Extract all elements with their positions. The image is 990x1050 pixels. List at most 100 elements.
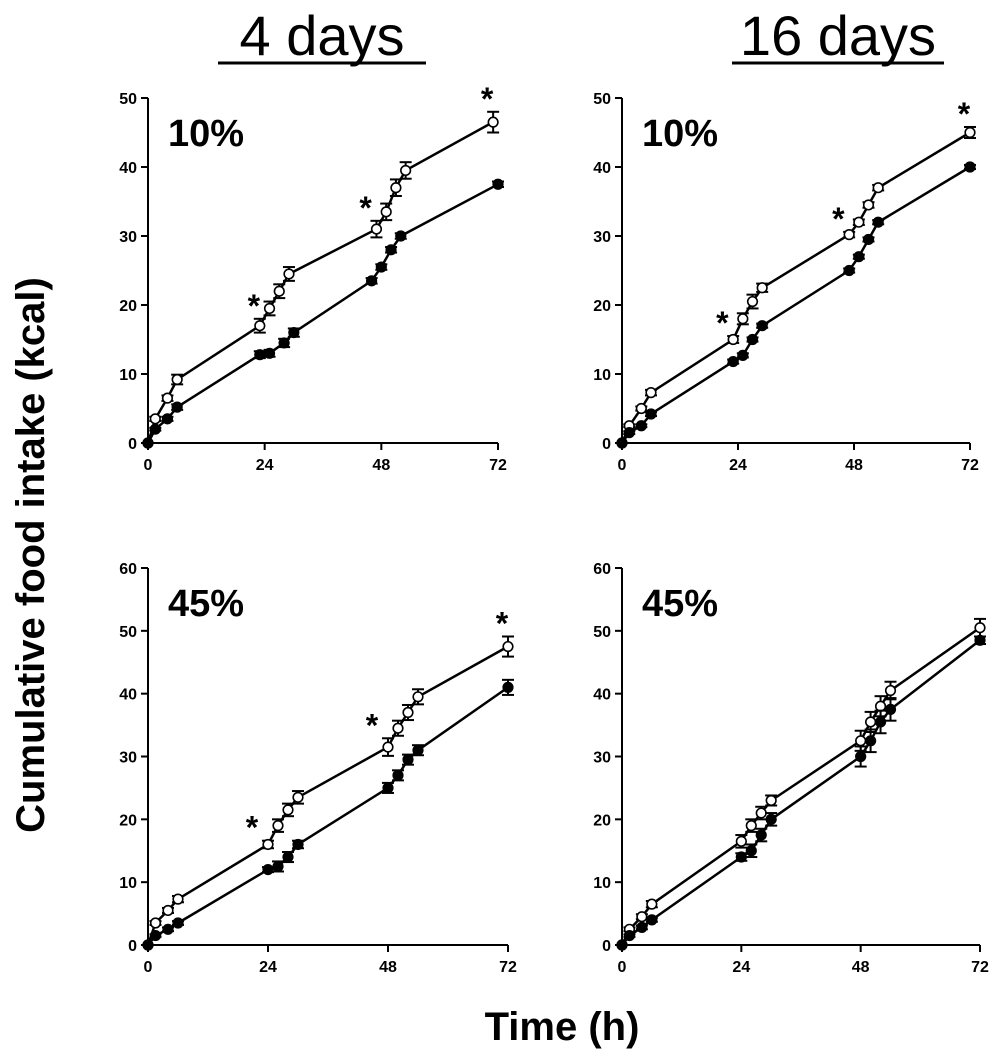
- data-point-open: [756, 282, 768, 294]
- data-point-open: [402, 706, 414, 719]
- panel-label: 10%: [168, 113, 244, 155]
- y-tick-label: 10: [119, 875, 137, 892]
- series-line-open: [620, 626, 981, 946]
- data-point-filled: [623, 427, 635, 439]
- data-point-filled: [492, 178, 504, 190]
- x-tick-label: 24: [729, 457, 747, 474]
- data-point-filled: [635, 420, 647, 432]
- y-tick-label: 40: [119, 687, 137, 704]
- data-point-filled: [884, 703, 897, 715]
- data-point-filled: [765, 813, 777, 825]
- y-tick-label: 0: [602, 938, 611, 955]
- data-point-filled: [645, 408, 657, 420]
- x-tick-label: 24: [256, 457, 274, 474]
- data-point-open: [865, 716, 877, 728]
- series-line-filled: [147, 686, 509, 946]
- x-tick-label: 0: [618, 959, 627, 976]
- data-point-open: [172, 893, 184, 905]
- data-point-open: [964, 126, 976, 139]
- x-tick-label: 72: [489, 457, 507, 474]
- data-point-filled: [646, 914, 658, 926]
- data-point-open: [283, 268, 295, 280]
- data-point-filled: [502, 681, 514, 693]
- y-tick-label: 60: [593, 561, 611, 578]
- y-tick-label: 20: [593, 812, 611, 829]
- data-point-open: [862, 199, 875, 211]
- x-tick-label: 0: [144, 457, 153, 474]
- data-point-open: [843, 229, 855, 241]
- data-point-open: [272, 820, 284, 832]
- data-point-filled: [616, 939, 628, 951]
- y-tick-label: 10: [593, 367, 611, 384]
- data-point-open: [390, 182, 402, 194]
- data-point-open: [745, 820, 757, 832]
- data-point-filled: [964, 161, 976, 173]
- data-point-filled: [272, 860, 284, 873]
- data-point-filled: [745, 845, 757, 857]
- data-point-open: [755, 807, 767, 819]
- data-point-filled: [254, 349, 266, 361]
- data-point-filled: [142, 939, 154, 951]
- data-point-filled: [735, 851, 747, 863]
- data-point-open: [487, 116, 499, 128]
- significance-star: *: [496, 605, 509, 641]
- data-point-open: [636, 911, 648, 923]
- data-point-open: [746, 295, 759, 308]
- y-tick-label: 50: [593, 624, 611, 641]
- y-tick-label: 30: [119, 750, 137, 767]
- data-point-filled: [872, 216, 884, 228]
- significance-star: *: [248, 288, 261, 324]
- data-point-open: [282, 804, 294, 816]
- y-tick-label: 20: [119, 812, 137, 829]
- y-tick-label: 50: [593, 91, 611, 108]
- data-point-filled: [161, 413, 174, 425]
- data-point-open: [735, 835, 747, 847]
- y-tick-label: 40: [593, 160, 611, 177]
- data-point-open: [645, 387, 657, 399]
- x-tick-label: 48: [379, 959, 397, 976]
- y-tick-label: 10: [593, 875, 611, 892]
- data-point-filled: [288, 327, 300, 339]
- column-title-16-days: 16 days: [740, 4, 936, 67]
- data-point-open: [254, 320, 266, 332]
- data-point-filled: [737, 349, 749, 361]
- series-line-open: [146, 645, 509, 946]
- data-point-open: [727, 333, 739, 346]
- x-tick-label: 72: [499, 959, 517, 976]
- data-point-open: [646, 898, 658, 910]
- data-point-filled: [375, 261, 387, 273]
- y-tick-label: 40: [119, 160, 137, 177]
- series-line-open: [620, 131, 971, 444]
- data-point-filled: [874, 716, 887, 728]
- y-tick-label: 50: [119, 624, 137, 641]
- data-point-filled: [746, 333, 759, 346]
- data-point-open: [262, 838, 274, 851]
- y-tick-label: 0: [128, 938, 137, 955]
- data-point-filled: [282, 851, 294, 863]
- data-point-filled: [974, 634, 986, 646]
- y-tick-label: 50: [119, 91, 137, 108]
- data-point-open: [412, 691, 424, 703]
- series-line-filled: [146, 183, 499, 444]
- x-tick-label: 48: [845, 457, 863, 474]
- x-tick-label: 48: [852, 959, 870, 976]
- x-tick-label: 0: [618, 457, 627, 474]
- data-point-filled: [366, 275, 378, 287]
- data-point-open: [149, 413, 161, 425]
- data-point-open: [292, 791, 304, 803]
- data-point-filled: [172, 917, 184, 929]
- column-title-4-days: 4 days: [240, 4, 405, 67]
- significance-star: *: [359, 190, 372, 226]
- data-point-open: [737, 313, 749, 325]
- data-point-open: [171, 373, 183, 386]
- panel-label: 10%: [642, 113, 718, 155]
- significance-star: *: [832, 201, 845, 237]
- data-point-open: [874, 700, 887, 712]
- y-tick-label: 40: [593, 687, 611, 704]
- panel-45pct-4-days: 0 10 20 30 40 50 60 0 24 48 72 45% * * *: [119, 561, 517, 976]
- data-point-open: [635, 402, 647, 415]
- data-point-open: [974, 622, 986, 634]
- x-tick-label: 72: [971, 959, 989, 976]
- data-point-filled: [392, 769, 404, 781]
